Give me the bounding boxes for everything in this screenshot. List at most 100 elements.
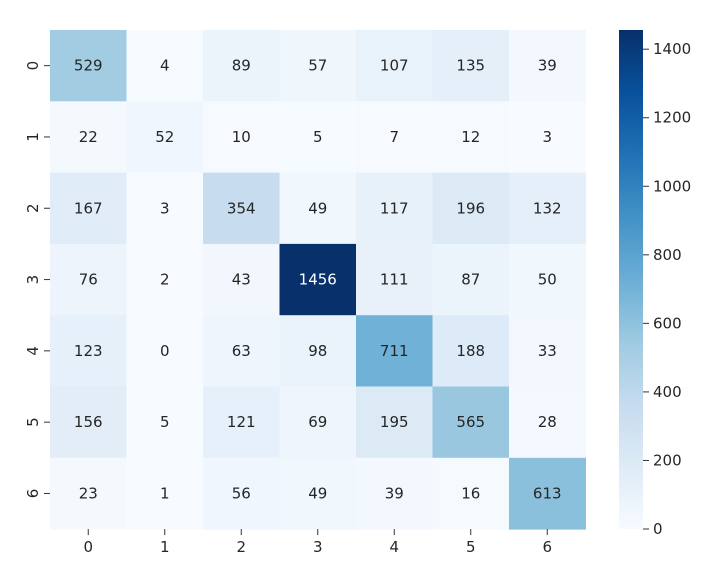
heatmap-cell-1-0	[50, 101, 127, 174]
cell-value-label-3-2: 43	[232, 271, 251, 289]
cell-value-label-1-3: 5	[313, 128, 323, 146]
heatmap-cell-1-6	[509, 101, 586, 174]
heatmap-cell-6-5	[432, 457, 510, 530]
colorbar-tick-label-0: 0	[653, 520, 663, 538]
cell-value-label-3-3: 1456	[299, 271, 337, 289]
heatmap-cell-5-2	[203, 386, 280, 459]
cell-value-label-5-0: 156	[74, 413, 103, 431]
colorbar-tick-label-4: 800	[653, 246, 682, 264]
heatmap-cell-5-1	[126, 386, 204, 459]
heatmap-cell-2-1	[126, 172, 204, 245]
cell-value-label-1-4: 7	[389, 128, 399, 146]
colorbar-tick-label-2: 400	[653, 383, 682, 401]
cell-value-label-3-4: 111	[380, 271, 409, 289]
heatmap-cell-6-3	[279, 457, 357, 530]
cell-value-label-0-2: 89	[232, 57, 251, 75]
heatmap-cell-6-1	[126, 457, 204, 530]
cell-value-label-2-4: 117	[380, 199, 409, 217]
cell-value-label-1-2: 10	[232, 128, 251, 146]
cell-value-label-1-5: 12	[461, 128, 480, 146]
heatmap-cell-5-3	[279, 386, 357, 459]
cell-value-label-6-4: 39	[385, 484, 404, 502]
cell-value-label-2-5: 196	[456, 199, 485, 217]
cell-value-label-6-3: 49	[308, 484, 327, 502]
heatmap-cell-5-6	[509, 386, 586, 459]
x-tick-label-1: 1	[160, 538, 170, 556]
cell-value-label-4-1: 0	[160, 342, 170, 360]
heatmap-cell-0-3	[279, 30, 357, 102]
heatmap-cell-1-4	[356, 101, 433, 174]
heatmap-cell-2-3	[279, 172, 357, 245]
cell-value-label-1-6: 3	[542, 128, 552, 146]
cell-value-label-2-6: 132	[533, 199, 562, 217]
colorbar-tick-label-5: 1000	[653, 177, 691, 195]
heatmap-cell-3-6	[509, 243, 586, 316]
cell-value-label-5-3: 69	[308, 413, 327, 431]
heatmap-cell-0-2	[203, 30, 280, 102]
cell-value-label-5-2: 121	[227, 413, 256, 431]
cell-value-label-6-5: 16	[461, 484, 480, 502]
x-tick-label-0: 0	[83, 538, 93, 556]
heatmap-cell-2-2	[203, 172, 280, 245]
cell-value-label-6-1: 1	[160, 484, 170, 502]
cell-value-label-2-3: 49	[308, 199, 327, 217]
cell-value-label-5-1: 5	[160, 413, 170, 431]
x-tick-label-4: 4	[389, 538, 399, 556]
heatmap-cell-3-0	[50, 243, 127, 316]
cell-value-label-5-5: 565	[456, 413, 485, 431]
heatmap-cell-4-1	[126, 315, 204, 387]
heatmap-cell-0-4	[356, 30, 433, 102]
cell-value-label-4-2: 63	[232, 342, 251, 360]
heatmap-cell-4-4	[356, 315, 433, 387]
heatmap-cell-4-6	[509, 315, 586, 387]
heatmap-cell-5-0	[50, 386, 127, 459]
heatmap-cell-4-3	[279, 315, 357, 387]
cell-value-label-4-4: 711	[380, 342, 409, 360]
cell-value-label-0-3: 57	[308, 57, 327, 75]
cell-value-label-6-6: 613	[533, 484, 562, 502]
cell-value-label-1-1: 52	[155, 128, 174, 146]
cell-value-label-2-0: 167	[74, 199, 103, 217]
cell-value-label-4-5: 188	[456, 342, 485, 360]
heatmap-cell-3-2	[203, 243, 280, 316]
heatmap-cell-1-3	[279, 101, 357, 174]
heatmap-cell-3-4	[356, 243, 433, 316]
heatmap-cell-0-5	[432, 30, 510, 102]
heatmap-cell-5-5	[432, 386, 510, 459]
cell-value-label-5-4: 195	[380, 413, 409, 431]
heatmap-cell-3-5	[432, 243, 510, 316]
heatmap-cell-4-0	[50, 315, 127, 387]
cell-value-label-2-1: 3	[160, 199, 170, 217]
y-tick-label-2: 2	[24, 203, 42, 213]
heatmap-cell-4-2	[203, 315, 280, 387]
colorbar	[619, 30, 643, 529]
heatmap-cell-0-0	[50, 30, 127, 102]
cell-value-label-6-0: 23	[79, 484, 98, 502]
y-tick-label-0: 0	[24, 61, 42, 71]
cell-value-label-0-1: 4	[160, 57, 170, 75]
heatmap-cell-6-4	[356, 457, 433, 530]
y-tick-label-4: 4	[24, 346, 42, 356]
cell-value-label-0-5: 135	[456, 57, 485, 75]
colorbar-ticks: 0 200 400 600 800 1000 1200 1400	[643, 40, 691, 538]
x-tick-label-6: 6	[542, 538, 552, 556]
y-tick-label-1: 1	[24, 132, 42, 142]
heatmap-cell-3-1	[126, 243, 204, 316]
heatmap-cell-6-2	[203, 457, 280, 530]
x-tick-label-3: 3	[313, 538, 323, 556]
heatmap-cell-2-6	[509, 172, 586, 245]
heatmap-cell-2-5	[432, 172, 510, 245]
cell-value-label-0-4: 107	[380, 57, 409, 75]
cell-value-label-4-0: 123	[74, 342, 103, 360]
cell-value-label-3-0: 76	[79, 271, 98, 289]
heatmap-cell-0-1	[126, 30, 204, 102]
cell-value-label-1-0: 22	[79, 128, 98, 146]
colorbar-tick-label-7: 1400	[653, 40, 691, 58]
x-tick-label-5: 5	[466, 538, 476, 556]
y-tick-label-6: 6	[24, 489, 42, 499]
cell-value-label-3-6: 50	[538, 271, 557, 289]
cell-value-label-0-6: 39	[538, 57, 557, 75]
cell-value-label-4-6: 33	[538, 342, 557, 360]
heatmap-cell-6-0	[50, 457, 127, 530]
